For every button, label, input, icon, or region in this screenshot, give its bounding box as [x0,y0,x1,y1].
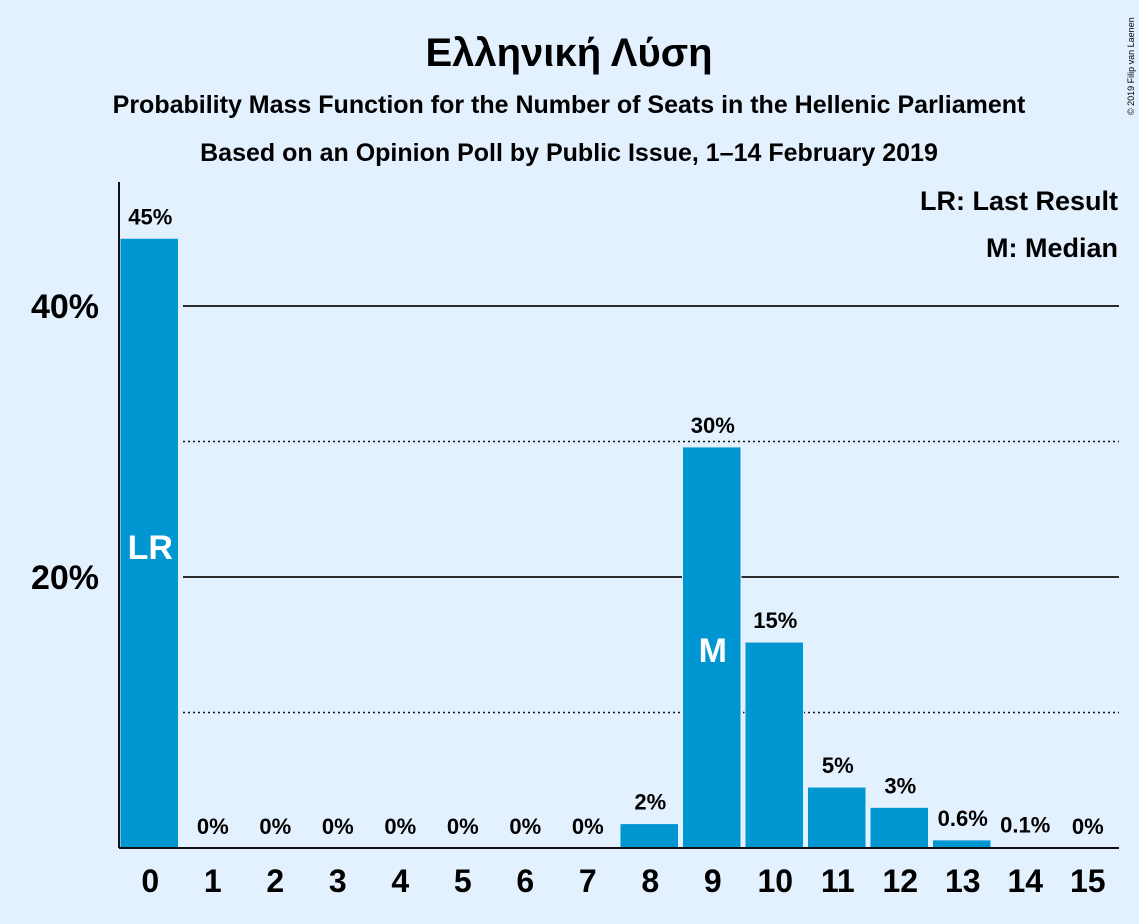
x-tick-label: 6 [516,863,534,899]
chart-title: Ελληνική Λύση [425,31,712,75]
bar-value-label: 0% [259,814,291,839]
legend-entry: M: Median [986,233,1118,263]
chart-subtitle-2: Based on an Opinion Poll by Public Issue… [200,139,938,167]
bar [932,839,992,849]
bar-value-label: 0.1% [1000,813,1050,838]
bar-value-label: 0% [384,814,416,839]
bar [869,806,929,849]
bar-value-label: 0% [197,814,229,839]
x-tick-label: 7 [579,863,597,899]
x-tick-label: 12 [882,863,918,899]
chart-subtitle-1: Probability Mass Function for the Number… [113,91,1026,119]
y-tick-label: 40% [31,288,99,326]
x-tick-label: 2 [266,863,284,899]
bar [682,446,742,849]
bar-marker-label: LR [128,529,173,567]
x-tick-label: 14 [1007,863,1043,899]
bar [119,237,179,849]
x-tick-label: 11 [821,863,855,899]
bar-value-label: 3% [884,773,916,798]
x-tick-label: 15 [1070,863,1106,899]
legend-entry: LR: Last Result [920,186,1118,216]
bar [744,641,804,849]
bar-value-label: 0% [447,814,479,839]
x-tick-label: 9 [704,863,722,899]
bar-value-label: 0% [1072,814,1104,839]
bar-value-label: 15% [753,608,797,633]
bar [807,786,867,849]
bars [119,237,1054,849]
tick-labels: 20%40%0 1 2 3 4 5 6 7 8 9 10 11 12 13 14 15 [31,288,1106,899]
bar-value-label: 2% [634,790,666,815]
x-tick-label: 10 [757,863,793,899]
x-tick-label: 8 [641,863,659,899]
x-tick-label: 3 [329,863,347,899]
x-tick-label: 13 [945,863,981,899]
bar-value-label: 0.6% [938,806,988,831]
x-tick-label: 4 [391,863,409,899]
copyright-text: © 2019 Filip van Laenen [1126,17,1136,115]
legend: LR: Last Result M: Median [920,186,1118,263]
axes [118,182,1119,849]
x-tick-label: 1 [204,863,222,899]
bar-value-label: 30% [691,413,735,438]
gridlines [183,305,1119,714]
bar-value-label: 0% [322,814,354,839]
bar-value-label: 0% [509,814,541,839]
x-tick-label: 0 [141,863,159,899]
x-tick-label: 5 [454,863,472,899]
y-tick-label: 20% [31,559,99,597]
bar-labels: 45% LR 0% 0% 0% 0% 0% 0% 0% 2% 30% M 15% 5% 3% 0.6% 0.1%… [128,204,1104,839]
bar [619,823,679,849]
bar-value-label: 5% [822,753,854,778]
bar-marker-label: M [699,632,727,670]
bar-value-label: 0% [572,814,604,839]
bar-value-label: 45% [128,204,172,229]
